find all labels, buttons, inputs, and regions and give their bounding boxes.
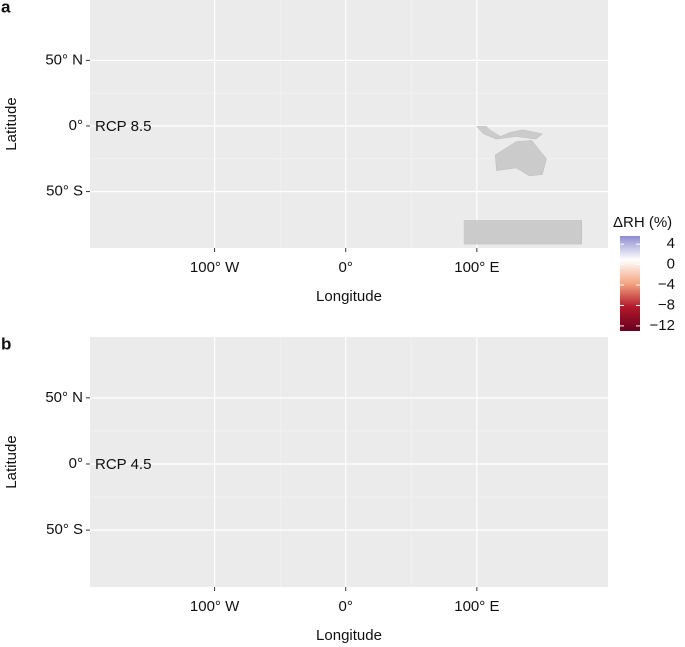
y-tick-label: 50° N xyxy=(45,51,83,68)
colorbar-tick-label: −8 xyxy=(658,296,675,313)
panel-label: a xyxy=(1,0,11,16)
x-axis-label: Longitude xyxy=(316,288,382,305)
colorbar-title: ΔRH (%) xyxy=(613,214,672,231)
y-tick-label: 50° S xyxy=(46,521,83,538)
y-tick-label: 0° xyxy=(69,117,83,134)
y-axis-label: Latitude xyxy=(3,435,20,488)
x-tick-label: 0° xyxy=(339,259,353,276)
x-axis-label: Longitude xyxy=(316,627,382,644)
annotation: RCP 4.5 xyxy=(95,456,151,473)
annotation: RCP 8.5 xyxy=(95,118,151,135)
plot-background xyxy=(90,0,608,248)
x-tick-label: 0° xyxy=(339,598,353,615)
colorbar-tick-label: −12 xyxy=(650,317,675,334)
colorbar-tick-label: −4 xyxy=(658,276,675,293)
x-tick-label: 100° W xyxy=(190,259,240,276)
x-tick-label: 100° E xyxy=(454,259,499,276)
plot-background xyxy=(90,337,608,587)
panel-label: b xyxy=(1,334,11,353)
y-tick-label: 50° S xyxy=(46,183,83,200)
x-tick-label: 100° W xyxy=(190,598,240,615)
y-tick-label: 50° N xyxy=(45,389,83,406)
colorbar-tick-label: 0 xyxy=(667,256,675,273)
colorbar-tick-label: 4 xyxy=(667,235,675,252)
y-tick-label: 0° xyxy=(69,455,83,472)
y-axis-label: Latitude xyxy=(3,97,20,150)
x-tick-label: 100° E xyxy=(454,598,499,615)
colorbar xyxy=(620,236,640,331)
